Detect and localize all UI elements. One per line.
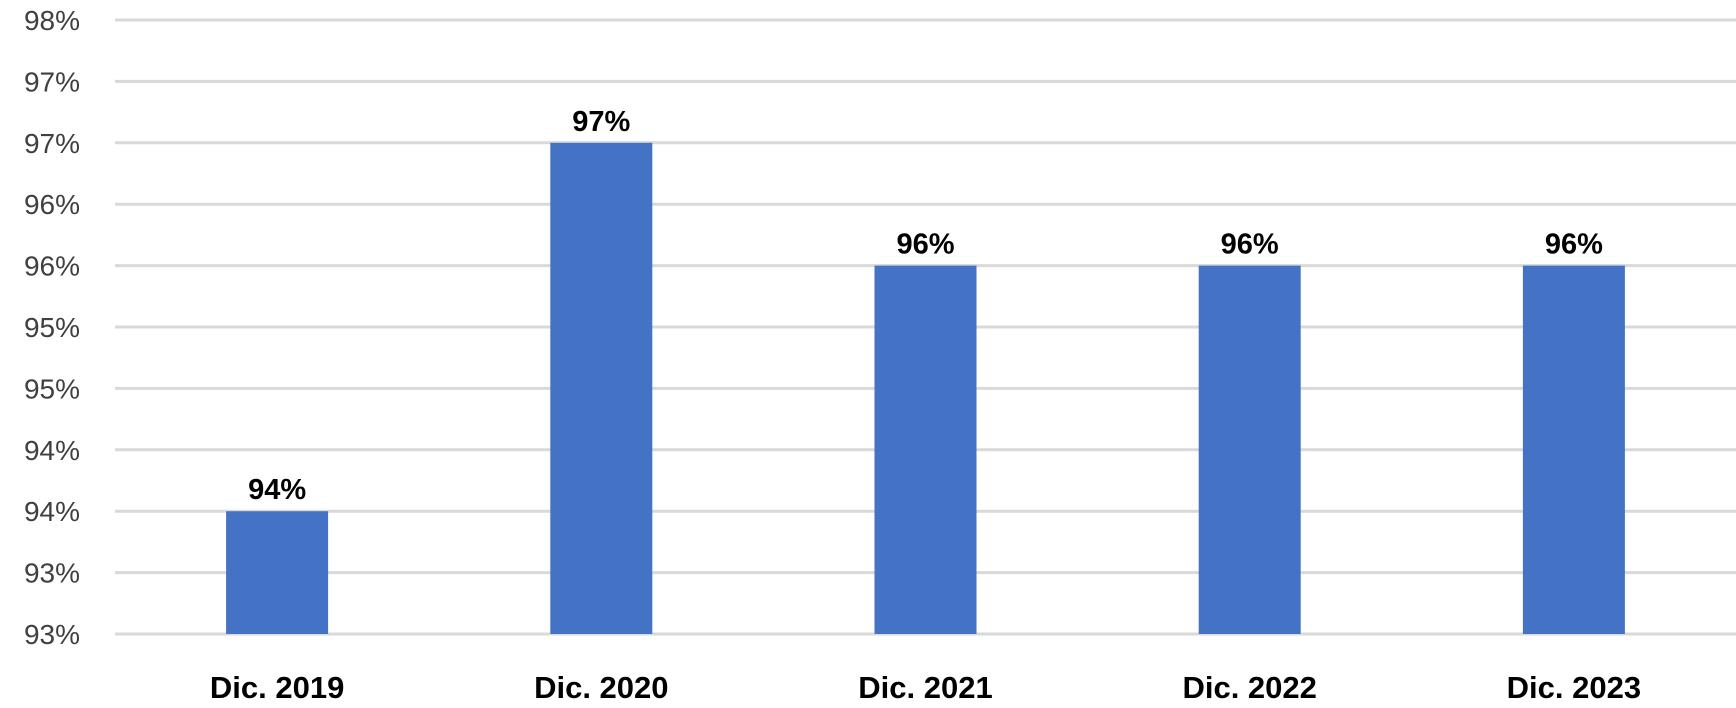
y-tick-label: 95%	[24, 312, 80, 343]
x-tick-label: Dic. 2022	[1182, 670, 1316, 705]
y-tick-label: 94%	[24, 496, 80, 527]
bar	[1522, 265, 1625, 634]
bars	[226, 142, 1625, 635]
data-label: 97%	[572, 106, 630, 138]
x-axis-ticks: Dic. 2019 Dic. 2020 Dic. 2021 Dic. 2022 Dic.…	[210, 670, 1641, 705]
x-tick-label: Dic. 2023	[1507, 670, 1641, 705]
y-tick-label: 97%	[24, 128, 80, 159]
bar	[874, 265, 977, 634]
data-label: 96%	[1545, 229, 1603, 261]
y-tick-label: 98%	[24, 5, 80, 36]
data-label: 96%	[896, 229, 954, 261]
x-tick-label: Dic. 2020	[534, 670, 668, 705]
bar	[550, 142, 653, 635]
y-tick-label: 93%	[24, 558, 80, 589]
bar	[226, 511, 329, 634]
y-tick-label: 96%	[24, 251, 80, 282]
data-label: 94%	[248, 474, 306, 506]
y-tick-label: 96%	[24, 189, 80, 220]
y-axis-ticks: 93% 93% 94% 94% 95% 95% 96% 96% 97% 97% 98%	[24, 5, 80, 650]
x-tick-label: Dic. 2019	[210, 670, 344, 705]
x-tick-label: Dic. 2021	[858, 670, 992, 705]
data-label: 96%	[1221, 229, 1279, 261]
y-tick-label: 93%	[24, 619, 80, 650]
bar	[1198, 265, 1301, 634]
y-tick-label: 97%	[24, 66, 80, 97]
data-labels: 94% 97% 96% 96% 96%	[248, 106, 1603, 506]
y-tick-label: 95%	[24, 373, 80, 404]
y-tick-label: 94%	[24, 435, 80, 466]
